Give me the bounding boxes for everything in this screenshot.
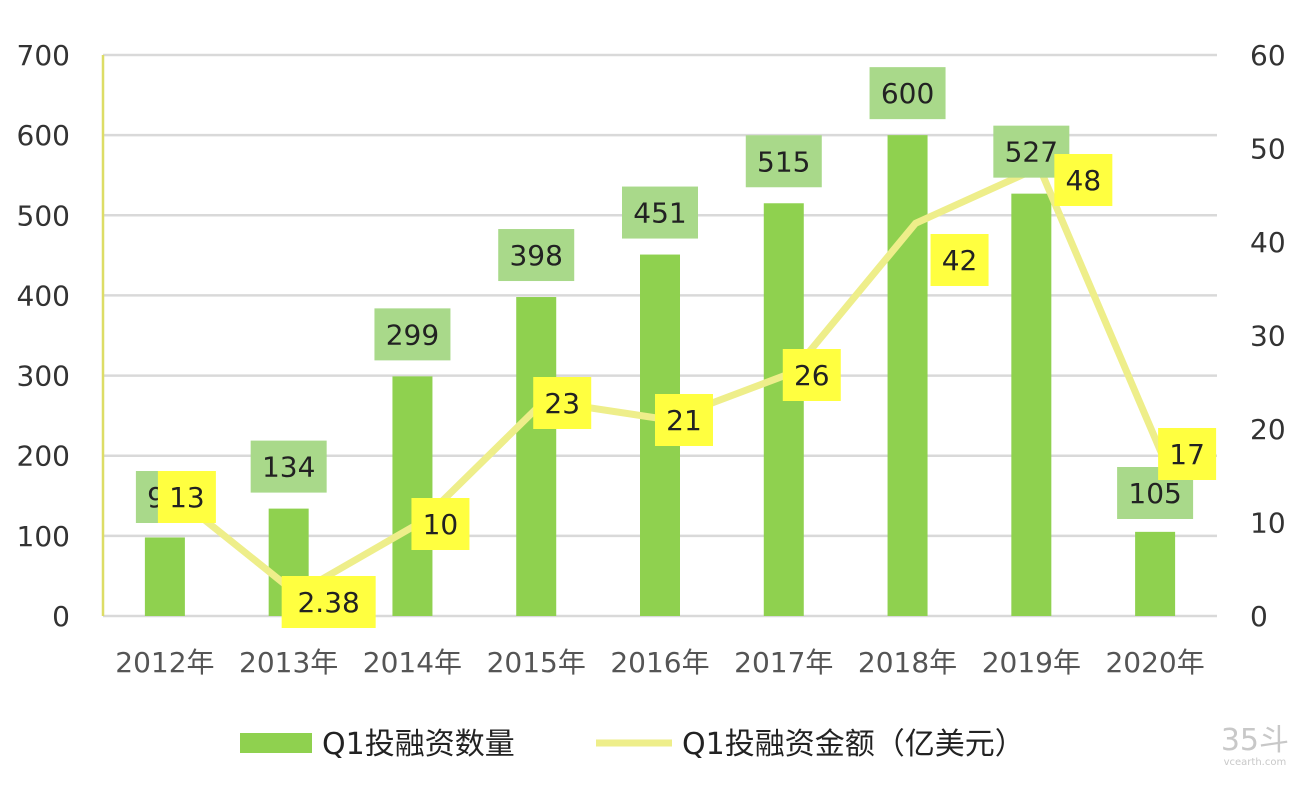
bar-label: 105 [1117, 467, 1194, 519]
left-tick-label: 100 [17, 520, 70, 553]
right-tick-label: 0 [1250, 600, 1268, 633]
line-label-bg [411, 498, 470, 550]
line-label-bg [782, 349, 841, 401]
legend-label-bar: Q1投融资数量 [322, 727, 515, 762]
line-label-text: 10 [423, 508, 459, 541]
line-label: 26 [782, 349, 841, 401]
line-label: 13 [157, 471, 216, 523]
x-tick-label: 2020年 [1105, 646, 1204, 679]
line-label-bg [655, 394, 713, 446]
line-label-bg [1054, 154, 1113, 206]
bar [1135, 531, 1176, 616]
bar-label: 299 [374, 308, 451, 361]
line-label-text: 17 [1169, 438, 1205, 471]
watermark-url: vcearth.com [1223, 757, 1287, 768]
line-label-bg [157, 471, 216, 523]
left-tick-label: 700 [17, 39, 70, 72]
right-tick-label: 20 [1250, 413, 1286, 446]
watermark: 35斗 vcearth.com [1220, 723, 1289, 769]
x-tick-label: 2016年 [610, 646, 709, 679]
legend: Q1投融资数量 Q1投融资金额（亿美元） [240, 727, 1025, 762]
bar [392, 376, 433, 616]
bar-label-bg [622, 186, 698, 239]
line-label-text: 21 [666, 404, 702, 437]
line-label-bg [533, 377, 592, 429]
bar-label-text: 515 [757, 145, 810, 178]
x-tick-label: 2013年 [239, 646, 338, 679]
bar-label: 451 [622, 186, 698, 239]
line-label-text: 48 [1066, 164, 1102, 197]
line-label: 21 [655, 394, 713, 446]
bar-label-text: 451 [633, 197, 686, 230]
line-label-text: 42 [942, 244, 978, 277]
bar-label: 134 [250, 440, 327, 493]
line-label: 42 [930, 234, 989, 286]
bar-label: 398 [498, 229, 575, 282]
watermark-logo: 35斗 [1220, 723, 1289, 758]
line-data-labels: 13 2.38 10 23 21 26 42 48 17 [157, 154, 1217, 628]
line-label: 17 [1158, 428, 1217, 480]
bar-series [144, 135, 1176, 616]
bar-label-text: 105 [1128, 477, 1181, 510]
right-tick-label: 60 [1250, 39, 1286, 72]
bar [887, 135, 928, 616]
left-tick-label: 400 [17, 279, 70, 312]
bar [763, 203, 804, 616]
left-tick-label: 300 [17, 360, 70, 393]
x-tick-label: 2017年 [734, 646, 833, 679]
line-label-text: 26 [794, 359, 830, 392]
left-tick-label: 200 [17, 440, 70, 473]
bar-label-text: 299 [386, 318, 439, 351]
right-tick-label: 40 [1250, 226, 1286, 259]
bar-label-bg [745, 135, 822, 188]
bar-label: 515 [745, 135, 822, 188]
x-tick-label: 2019年 [982, 646, 1081, 679]
bar [1011, 193, 1052, 616]
x-tick-label: 2012年 [115, 646, 214, 679]
line-label: 23 [533, 377, 592, 429]
right-tick-label: 50 [1250, 133, 1286, 166]
line-label-bg [1158, 428, 1217, 480]
bar-label-text: 134 [262, 451, 315, 484]
bar-label-bg [498, 229, 575, 282]
bar-label-text: 600 [881, 77, 934, 110]
line-label: 10 [411, 498, 470, 550]
bar-label-text: 398 [509, 239, 562, 272]
line-label-text: 13 [169, 481, 205, 514]
bar [516, 297, 557, 616]
left-axis-ticks: 0 100 200 300 400 500 600 700 [17, 39, 70, 633]
x-tick-label: 2014年 [363, 646, 462, 679]
left-tick-label: 500 [17, 199, 70, 232]
line-label: 2.38 [281, 576, 376, 628]
left-tick-label: 600 [17, 119, 70, 152]
x-tick-label: 2018年 [858, 646, 957, 679]
x-axis-ticks: 2012年 2013年 2014年 2015年 2016年 2017年 2018年 2019年… [115, 646, 1204, 679]
bar-label-bg [374, 308, 451, 361]
line-label-text: 23 [544, 387, 580, 420]
right-axis-ticks: 0 10 20 30 40 50 60 [1250, 39, 1286, 633]
bar-label-bg [869, 67, 946, 120]
bar-label: 600 [869, 67, 946, 120]
x-tick-label: 2015年 [487, 646, 586, 679]
line-label-text: 2.38 [297, 586, 359, 619]
left-tick-label: 0 [52, 600, 70, 633]
line-label-bg [281, 576, 376, 628]
line-label: 48 [1054, 154, 1113, 206]
legend-swatch-bar [240, 733, 312, 753]
right-tick-label: 10 [1250, 507, 1286, 540]
bar [144, 537, 185, 616]
line-label-bg [930, 234, 989, 286]
right-tick-label: 30 [1250, 320, 1286, 353]
bar-label-bg [250, 440, 327, 493]
bar-label-text: 527 [1005, 136, 1058, 169]
legend-label-line: Q1投融资金额（亿美元） [682, 727, 1025, 762]
